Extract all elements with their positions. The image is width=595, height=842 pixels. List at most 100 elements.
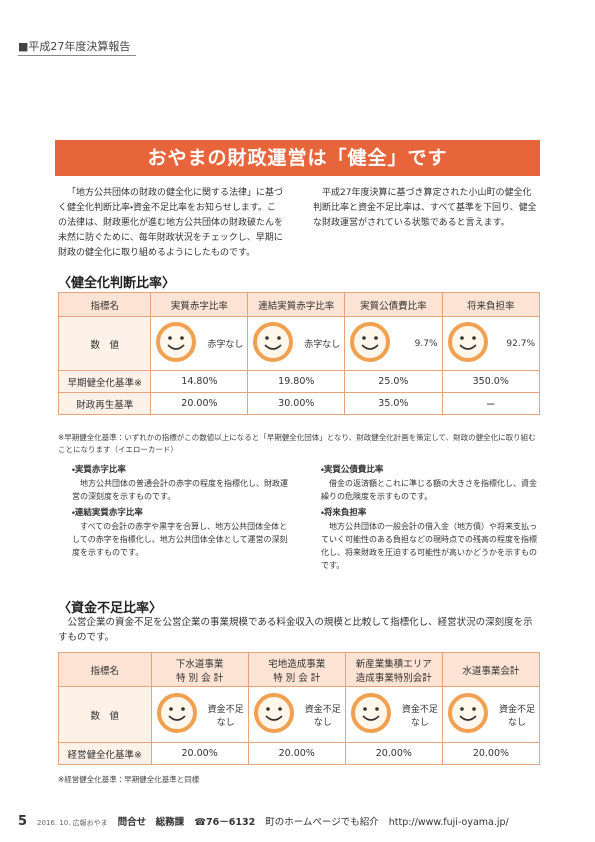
- page-title: おやまの財政運営は「健全」です: [55, 140, 540, 176]
- value-text: 赤字なし: [207, 340, 244, 350]
- cell: 25.0%: [344, 370, 443, 393]
- header-cell: 実質公債費比率: [344, 292, 443, 317]
- smiley-icon: [350, 692, 392, 737]
- value-text: 赤字なし: [304, 340, 341, 350]
- value-cell: 赤字なし: [247, 316, 346, 371]
- cell: ー: [441, 392, 541, 415]
- header-tag: ■平成27年度決算報告: [18, 38, 137, 56]
- smiley: [447, 322, 488, 362]
- table-row: 財政再生基準 20.00% 30.00% 35.0% ー: [57, 392, 541, 415]
- row-label: 早期健全化基準※: [57, 370, 152, 393]
- value-text: 9.7%: [414, 338, 438, 349]
- cell: 20.00%: [344, 742, 443, 765]
- value-text: 資金不足 なし: [304, 704, 341, 728]
- value-wrap: 赤字なし: [248, 321, 344, 366]
- definition-term: ・連結実質赤字比率: [72, 508, 143, 518]
- header-cell: 宅地造成事業 特 別 会 計: [247, 652, 346, 687]
- cell: 30.00%: [247, 392, 346, 415]
- definition: ・将来負担率地方公共団体の一般会計の借入金（地方債）や将来支払っていく可能性のあ…: [313, 507, 540, 572]
- value-cell: 赤字なし: [150, 316, 249, 371]
- value-cell: 資金不足 なし: [150, 686, 249, 743]
- definition: ・連結実質赤字比率すべての会計の赤字や黒字を合算し、地方公共団体全体としての赤字…: [64, 507, 291, 572]
- phone: ☎76－6132: [194, 817, 256, 828]
- header-cell: 実質赤字比率: [150, 292, 249, 317]
- intro-paragraph: 「地方公共団体の財政の健全化に関する法律」に基づく健全化判断比率・資金不足比率を…: [58, 188, 284, 258]
- intro-paragraph: 平成27年度決算に基づき算定された小山町の健全化判断比率と資金不足比率は、すべて…: [313, 188, 537, 228]
- cell: 35.0%: [344, 392, 443, 415]
- value-wrap: 資金不足 なし: [346, 692, 442, 737]
- table-row: 数 値 資金不足 なし 資金不足 なし 資金不足 なし 資金不足 なし: [58, 686, 541, 743]
- table-note: ※経営健全化基準：早期健全化基準と同様: [58, 775, 200, 784]
- value-cell: 資金不足 なし: [247, 686, 346, 743]
- value-wrap: 赤字なし: [151, 321, 247, 366]
- value-text: 92.7%: [506, 338, 535, 349]
- value-text: 資金不足 なし: [401, 704, 438, 728]
- definition: ・実質公債費比率 借金の返済額とこれに準じる額の大きさを指標化し、資金繰りの危険度…: [313, 464, 540, 503]
- smiley: [156, 322, 197, 362]
- shortfall-table: 指標名 下水道事業 特 別 会 計宅地造成事業 特 別 会 計新産業集積エリア 造…: [58, 652, 541, 765]
- row-label: 数 値: [58, 686, 152, 743]
- row-label: 経営健全化基準※: [58, 742, 152, 765]
- table-note: ※早期健全化基準：いずれかの指標がこの数値以上になると「早期健全化団体」となり、…: [58, 433, 536, 454]
- contact: 問合せ 総務課: [117, 817, 185, 828]
- smiley-icon: [447, 692, 489, 737]
- cell: 20.00%: [247, 742, 346, 765]
- cell: 20.00%: [150, 392, 249, 415]
- smiley: [253, 322, 294, 362]
- definition-text: 地方公共団体の普通会計の赤字の程度を指標化し、財政運営の深刻度を示すものです。: [72, 479, 288, 501]
- header-row: 指標名 実質赤字比率 連結実質赤字比率 実質公債費比率 将来負担率: [57, 292, 541, 317]
- smiley-icon: [447, 321, 489, 366]
- smiley-icon: [349, 321, 391, 366]
- definition-term: ・実質赤字比率: [72, 465, 126, 475]
- section-description: 公営企業の資金不足を公営企業の事業規模である料金収入の規模と比較して指標化し、経…: [58, 617, 533, 643]
- footer: 5 2016. 10. 広報おやま 問合せ 総務課 ☎76－6132 町のホーム…: [18, 814, 578, 829]
- value-text: 資金不足 なし: [207, 704, 244, 728]
- table-row: 数 値 赤字なし 赤字なし 9.7% 92.7%: [57, 316, 541, 371]
- table-row: 経営健全化基準※ 20.00% 20.00% 20.00% 20.00%: [58, 742, 541, 765]
- header-cell: 指標名: [57, 292, 152, 317]
- cell: 19.80%: [247, 370, 346, 393]
- row-label: 数 値: [57, 316, 152, 371]
- smiley-icon: [252, 321, 294, 366]
- section-heading: 〈資金不足比率〉: [58, 601, 163, 616]
- ratio-table: 指標名 実質赤字比率 連結実質赤字比率 実質公債費比率 将来負担率数 値 赤字なし 赤字なし…: [57, 292, 541, 415]
- cell: 14.80%: [150, 370, 249, 393]
- header-cell: 指標名: [58, 652, 152, 687]
- row-label: 財政再生基準: [57, 392, 152, 415]
- cell: 20.00%: [150, 742, 249, 765]
- value-cell: 資金不足 なし: [441, 686, 541, 743]
- url[interactable]: http://www.fuji-oyama.jp/: [388, 817, 509, 828]
- section-heading: 〈健全化判断比率〉: [58, 276, 176, 291]
- issue: 2016. 10. 広報おやま: [37, 819, 108, 827]
- intro: 「地方公共団体の財政の健全化に関する法律」に基づく健全化判断比率・資金不足比率を…: [58, 186, 538, 261]
- header-cell: 新産業集積エリア 造成事業特別会計: [344, 652, 443, 687]
- smiley-icon: [155, 321, 197, 366]
- smiley-icon: [156, 692, 198, 737]
- definition-term: ・将来負担率: [321, 508, 367, 518]
- cell: 350.0%: [441, 370, 541, 393]
- smiley-icon: [253, 692, 295, 737]
- definitions: ・実質赤字比率地方公共団体の普通会計の赤字の程度を指標化し、財政運営の深刻度を示…: [64, 464, 540, 576]
- value-wrap: 資金不足 なし: [443, 692, 539, 737]
- value-cell: 9.7%: [344, 316, 443, 371]
- value-cell: 92.7%: [441, 316, 541, 371]
- cell: 20.00%: [441, 742, 541, 765]
- smiley: [253, 693, 294, 733]
- page-number: 5: [18, 814, 28, 829]
- web-note: 町のホームページでも紹介: [265, 817, 379, 828]
- smiley: [447, 693, 488, 733]
- header-row: 指標名 下水道事業 特 別 会 計宅地造成事業 特 別 会 計新産業集積エリア 造…: [58, 652, 541, 687]
- definition-text: すべての会計の赤字や黒字を合算し、地方公共団体全体としての赤字を指標化し、地方公…: [72, 522, 288, 557]
- smiley: [156, 693, 197, 733]
- value-cell: 資金不足 なし: [344, 686, 443, 743]
- smiley: [350, 693, 391, 733]
- header-cell: 下水道事業 特 別 会 計: [150, 652, 249, 687]
- header-cell: 連結実質赤字比率: [247, 292, 346, 317]
- definition: ・実質赤字比率地方公共団体の普通会計の赤字の程度を指標化し、財政運営の深刻度を示…: [64, 464, 291, 503]
- header-cell: 将来負担率: [441, 292, 541, 317]
- definition-text: 地方公共団体の一般会計の借入金（地方債）や将来支払っていく可能性のある負担などの…: [321, 522, 537, 570]
- value-wrap: 資金不足 なし: [249, 692, 345, 737]
- definition-term: ・実質公債費比率: [321, 465, 384, 475]
